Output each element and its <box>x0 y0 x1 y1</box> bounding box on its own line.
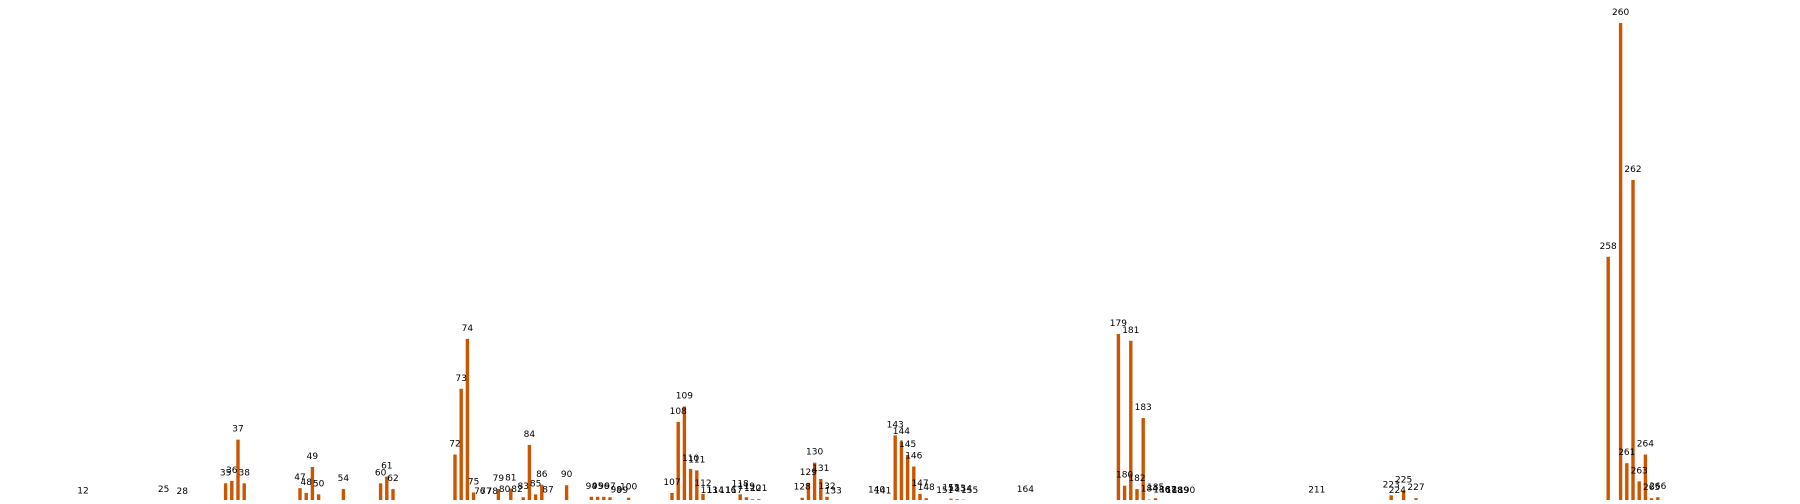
data-label-181: 181 <box>1122 326 1139 336</box>
data-label-146: 146 <box>905 452 922 462</box>
data-label-75: 75 <box>468 477 479 487</box>
bar-48 <box>305 493 308 500</box>
bar-143 <box>894 435 897 500</box>
data-label-260: 260 <box>1612 8 1629 18</box>
data-label-79: 79 <box>493 474 505 484</box>
bars-group <box>81 23 1659 500</box>
bar-180 <box>1123 486 1126 500</box>
bar-54 <box>342 489 345 500</box>
bar-74 <box>466 339 469 500</box>
data-label-263: 263 <box>1631 466 1648 476</box>
bar-90 <box>565 485 568 500</box>
data-label-78: 78 <box>486 487 498 497</box>
bar-35 <box>224 483 227 500</box>
data-label-227: 227 <box>1407 483 1424 493</box>
data-label-182: 182 <box>1128 474 1145 484</box>
data-label-224: 224 <box>1389 486 1406 496</box>
data-label-72: 72 <box>449 440 460 450</box>
bar-47 <box>298 488 301 500</box>
data-label-190: 190 <box>1178 486 1195 496</box>
bar-85 <box>534 494 537 500</box>
data-label-81: 81 <box>505 474 516 484</box>
data-label-109: 109 <box>676 392 693 402</box>
data-label-145: 145 <box>899 440 916 450</box>
data-label-36: 36 <box>226 466 238 476</box>
data-label-90: 90 <box>561 470 573 480</box>
data-label-264: 264 <box>1637 440 1654 450</box>
data-label-100: 100 <box>620 483 637 493</box>
data-label-130: 130 <box>806 448 823 458</box>
bar-261 <box>1625 463 1628 500</box>
bar-144 <box>900 442 903 500</box>
data-label-108: 108 <box>670 407 687 417</box>
bar-108 <box>677 422 680 500</box>
data-label-25: 25 <box>158 485 169 495</box>
data-label-85: 85 <box>530 479 541 489</box>
bar-182 <box>1135 489 1138 500</box>
data-label-84: 84 <box>524 430 536 440</box>
bar-60 <box>379 483 382 500</box>
data-label-164: 164 <box>1017 485 1034 495</box>
data-label-87: 87 <box>542 486 553 496</box>
data-label-83: 83 <box>517 482 528 492</box>
data-label-74: 74 <box>462 324 474 334</box>
data-label-37: 37 <box>232 425 243 435</box>
data-label-155: 155 <box>961 486 978 496</box>
data-label-261: 261 <box>1618 448 1635 458</box>
bar-107 <box>670 493 673 500</box>
data-label-258: 258 <box>1600 242 1617 252</box>
data-label-148: 148 <box>918 483 935 493</box>
bar-145 <box>906 455 909 500</box>
data-label-80: 80 <box>499 485 511 495</box>
bar-36 <box>230 481 233 500</box>
data-label-141: 141 <box>874 487 891 497</box>
bar-147 <box>918 494 921 500</box>
data-label-266: 266 <box>1649 482 1666 492</box>
data-label-111: 111 <box>688 455 705 465</box>
bar-50 <box>317 494 320 500</box>
bar-260 <box>1619 23 1622 500</box>
data-label-50: 50 <box>313 479 325 489</box>
data-label-128: 128 <box>794 483 811 493</box>
bar-263 <box>1638 481 1641 500</box>
data-label-73: 73 <box>455 374 466 384</box>
bar-258 <box>1607 257 1610 500</box>
data-label-121: 121 <box>750 484 767 494</box>
data-label-61: 61 <box>381 462 392 472</box>
data-label-107: 107 <box>663 478 680 488</box>
data-label-48: 48 <box>300 478 312 488</box>
data-label-12: 12 <box>77 487 88 497</box>
data-label-262: 262 <box>1624 165 1641 175</box>
bar-38 <box>243 483 246 500</box>
data-label-211: 211 <box>1308 486 1325 496</box>
data-label-54: 54 <box>338 474 350 484</box>
data-label-131: 131 <box>812 464 829 474</box>
data-label-144: 144 <box>893 427 910 437</box>
data-label-49: 49 <box>307 452 319 462</box>
bar-62 <box>391 489 394 500</box>
data-label-86: 86 <box>536 470 548 480</box>
bar-72 <box>453 455 456 500</box>
data-label-183: 183 <box>1135 403 1152 413</box>
data-label-133: 133 <box>825 487 842 497</box>
data-label-38: 38 <box>238 468 250 478</box>
bar-110 <box>689 469 692 500</box>
data-label-28: 28 <box>176 487 188 497</box>
data-label-62: 62 <box>387 474 398 484</box>
